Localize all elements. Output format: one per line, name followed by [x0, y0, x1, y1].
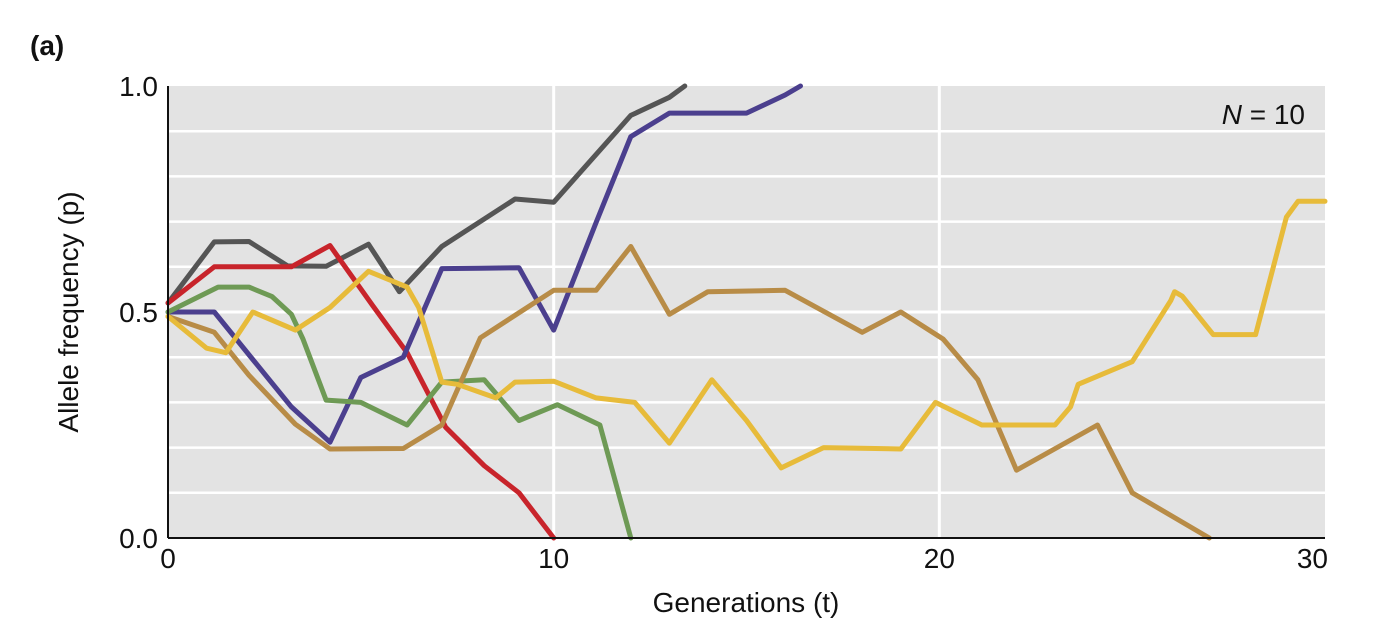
x-tick-label: 0	[160, 543, 176, 574]
x-tick-label: 20	[924, 543, 955, 574]
x-tick-label: 10	[538, 543, 569, 574]
annotation-value: = 10	[1242, 99, 1305, 130]
y-axis-title: Allele frequency (p)	[53, 191, 84, 432]
y-tick-labels: 0.0 0.5 1.0	[119, 71, 158, 554]
population-size-annotation: N = 10	[1222, 99, 1305, 130]
y-tick-label: 0.0	[119, 523, 158, 554]
x-tick-labels: 0 10 20 30	[160, 543, 1328, 574]
series-lines	[165, 83, 1328, 541]
y-tick-label: 0.5	[119, 297, 158, 328]
series-line-3	[165, 83, 803, 445]
series-line-2	[165, 243, 557, 541]
series-line-6	[165, 198, 1328, 471]
x-tick-label: 30	[1297, 543, 1328, 574]
x-axis-title: Generations (t)	[653, 587, 840, 618]
series-line-4	[165, 284, 634, 541]
panel-label: (a)	[30, 30, 65, 61]
y-tick-label: 1.0	[119, 71, 158, 102]
annotation-variable: N	[1222, 99, 1243, 130]
series-line-1	[165, 83, 688, 306]
